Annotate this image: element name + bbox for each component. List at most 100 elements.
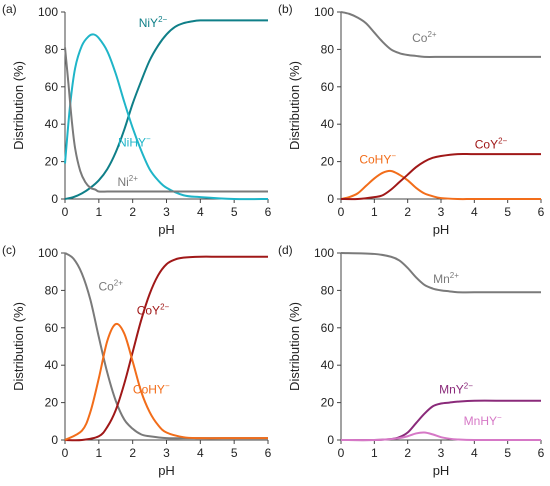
y-tick-label: 100	[314, 5, 334, 19]
x-axis-title: pH	[433, 222, 450, 237]
x-tick-label: 2	[129, 446, 136, 460]
x-tick-label: 5	[504, 205, 511, 219]
x-tick-label: 6	[265, 205, 272, 219]
x-tick-label: 6	[538, 205, 545, 219]
series-label-charge: 2+	[114, 278, 123, 287]
x-tick-label: 2	[404, 446, 411, 460]
panel-label: (a)	[2, 2, 17, 16]
series-label-charge: −	[146, 135, 151, 144]
y-tick-label: 100	[314, 246, 334, 260]
series-label-name: NiHY	[118, 136, 146, 150]
y-tick-label: 60	[45, 321, 59, 335]
series-label-charge: 2−	[158, 15, 167, 24]
series-label-mny: MnY2−	[439, 381, 473, 396]
y-tick-label: 80	[321, 42, 335, 56]
x-tick-label: 0	[338, 446, 345, 460]
x-tick-label: 4	[471, 446, 478, 460]
series-label-coy: CoY2−	[137, 303, 170, 318]
x-tick-label: 3	[163, 446, 170, 460]
y-axis-title: Distribution (%)	[11, 61, 26, 150]
x-tick-label: 6	[538, 446, 545, 460]
series-label-charge: 2+	[450, 271, 459, 280]
y-tick-label: 0	[51, 433, 58, 447]
series-label-name: Co	[98, 279, 114, 293]
x-axis-title: pH	[158, 463, 175, 478]
y-tick-label: 20	[321, 155, 335, 169]
y-tick-label: 0	[51, 192, 58, 206]
series-label-cohy: CoHY−	[133, 381, 170, 396]
y-tick-label: 80	[321, 283, 335, 297]
x-tick-label: 4	[197, 446, 204, 460]
y-tick-label: 60	[321, 80, 335, 94]
series-line-mnhy	[340, 431, 541, 442]
y-tick-label: 20	[45, 155, 59, 169]
series-label-charge: −	[165, 381, 170, 390]
y-tick-label: 0	[327, 192, 334, 206]
x-tick-label: 3	[438, 205, 445, 219]
y-tick-label: 40	[321, 117, 335, 131]
x-tick-label: 2	[404, 205, 411, 219]
x-tick-label: 1	[95, 205, 102, 219]
series-label-cohy: CoHY−	[359, 151, 396, 166]
y-tick-label: 80	[45, 283, 59, 297]
x-tick-label: 4	[471, 205, 478, 219]
series-label-name: Ni	[117, 175, 128, 189]
x-tick-label: 0	[62, 205, 69, 219]
series-line-co	[340, 11, 541, 58]
y-axis-title: Distribution (%)	[287, 302, 302, 391]
y-tick-label: 60	[321, 321, 335, 335]
y-tick-label: 20	[45, 396, 59, 410]
y-tick-label: 40	[45, 358, 59, 372]
series-label-name: NiY	[139, 16, 158, 30]
series-label-name: Mn	[433, 272, 450, 286]
x-tick-label: 0	[62, 446, 69, 460]
panel-label: (d)	[278, 243, 293, 257]
x-tick-label: 2	[129, 205, 136, 219]
y-axis-title: Distribution (%)	[11, 302, 26, 391]
series-label-mnhy: MnHY−	[464, 413, 502, 428]
y-tick-label: 80	[45, 42, 59, 56]
series-line-coy	[64, 255, 268, 442]
series-label-charge: 2−	[464, 381, 473, 390]
series-line-coy	[340, 152, 541, 201]
series-label-niy: NiY2−	[139, 15, 168, 30]
y-tick-label: 40	[321, 358, 335, 372]
series-label-name: CoY	[475, 138, 498, 152]
x-tick-label: 1	[371, 446, 378, 460]
series-label-charge: 2−	[498, 137, 507, 146]
series-label-mn: Mn2+	[433, 271, 459, 286]
series-label-charge: −	[497, 413, 502, 422]
series-line-mny	[340, 399, 541, 442]
x-axis-title: pH	[158, 222, 175, 237]
series-line-cohy	[64, 322, 269, 441]
series-label-charge: −	[391, 151, 396, 160]
x-tick-label: 5	[504, 446, 511, 460]
chart-panel-1: 0 20 40 60 80 100 0 1 2 3 4 5 6 pH Distribution (%) (a)…	[2, 2, 272, 237]
series-label-name: CoHY	[359, 152, 391, 166]
series-label-charge: 2−	[160, 303, 169, 312]
chart-panel-2: 0 20 40 60 80 100 0 1 2 3 4 5 6 pH Distribution (%) (b)…	[278, 2, 545, 237]
y-tick-label: 60	[45, 80, 59, 94]
series-label-co: Co2+	[412, 30, 437, 45]
series-label-name: MnHY	[464, 414, 497, 428]
series-label-name: CoHY	[133, 382, 165, 396]
x-tick-label: 1	[95, 446, 102, 460]
x-tick-label: 0	[338, 205, 345, 219]
chart-panel-4: 0 20 40 60 80 100 0 1 2 3 4 5 6 pH Distribution (%) (d)…	[278, 243, 545, 478]
series-label-name: CoY	[137, 304, 160, 318]
x-tick-label: 5	[231, 446, 238, 460]
y-tick-label: 20	[321, 396, 335, 410]
series-label-charge: 2+	[427, 30, 436, 39]
y-tick-label: 40	[45, 117, 59, 131]
series-line-nihy	[64, 33, 269, 201]
y-tick-label: 100	[38, 246, 58, 260]
x-tick-label: 3	[438, 446, 445, 460]
y-tick-label: 100	[38, 5, 58, 19]
series-label-nihy: NiHY−	[118, 135, 151, 150]
series-label-co: Co2+	[98, 278, 123, 293]
series-label-charge: 2+	[129, 174, 138, 183]
series-line-mn	[340, 252, 541, 294]
series-label-name: Co	[412, 31, 428, 45]
